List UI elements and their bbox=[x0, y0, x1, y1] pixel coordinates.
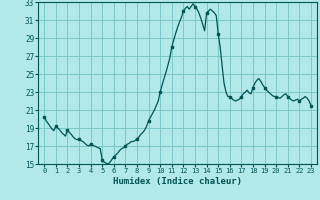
X-axis label: Humidex (Indice chaleur): Humidex (Indice chaleur) bbox=[113, 177, 242, 186]
